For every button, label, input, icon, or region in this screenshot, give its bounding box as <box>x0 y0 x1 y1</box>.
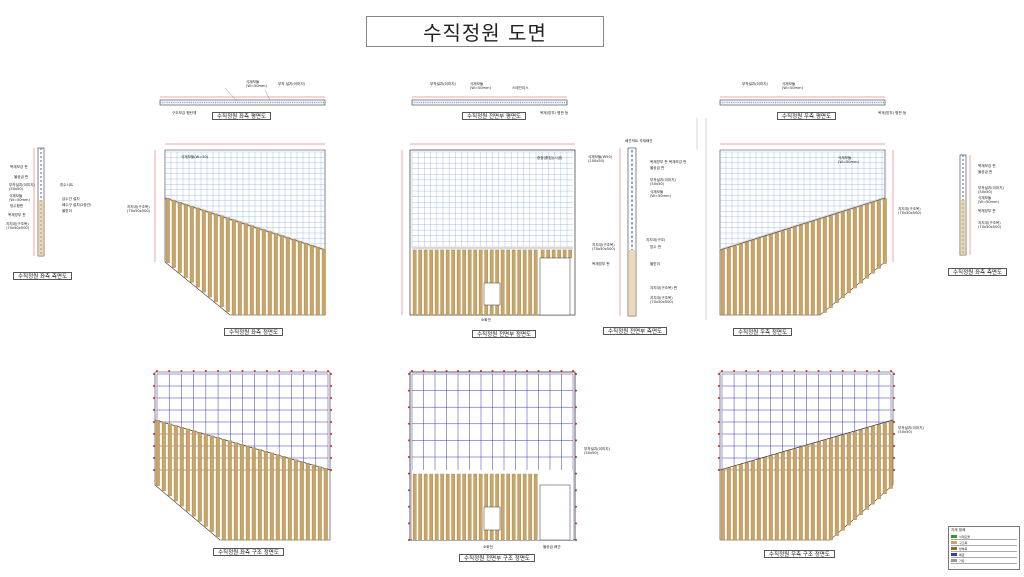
note-sec-l1: 목재보강 판 <box>10 165 28 169</box>
right-structure-view <box>718 370 895 541</box>
note-sec-l11: 물받이 <box>62 209 72 213</box>
note-tp-front-4: 목재(방부) 평판 등 <box>540 111 569 115</box>
note-tp-left-1: 식재모듈 (W=50mm) <box>246 80 267 89</box>
label-right-section: 수직정원 좌측 측면도 <box>948 268 1008 276</box>
note-tp-front-2: 식재모듈 (W=50mm) <box>470 82 491 91</box>
label-left-section: 수직정원 좌측 측면도 <box>13 272 73 280</box>
label-front-elev: 수직정원 전면부 정면도 <box>472 330 537 338</box>
note-sec-l7: 지지대(구조목) (70x50x500) <box>6 222 30 231</box>
right-elevation-view <box>719 143 894 316</box>
note-rs-5: 목재방부 판 <box>978 209 996 213</box>
label-right-elev: 수직정원 우측 정면도 <box>733 328 793 336</box>
note-le-2: 식재모듈(W=50) <box>181 155 209 159</box>
note-fst-bottom: 소화전 <box>483 545 493 549</box>
label-front-section: 수직정원 전면부 측면도 <box>603 327 668 335</box>
note-fs-top: 배관덕트 자재배관 <box>625 139 653 143</box>
note-fe-bottom: 소화전 <box>481 318 491 322</box>
note-rst-r1: 부착설치(이미지) (50x50) <box>898 426 924 435</box>
note-fs-8: 지지대(구조목) 판 <box>650 286 678 290</box>
legend-row-text: 기타 <box>959 558 965 563</box>
label-front-struct: 수직정원 전면부 구조 정면도 <box>459 554 535 562</box>
label-left-struct: 수직정원 좌측 구조 정면도 <box>213 548 284 556</box>
note-le-1: 지지대(구조목) (70x50x500) <box>127 205 151 214</box>
note-rs-2: 물공급 판 <box>978 170 993 174</box>
label-front-plan: 수직정원 전면부 평면도 <box>462 112 527 120</box>
note-sec-l5: 방수합판 <box>10 204 24 208</box>
note-fe-top: 중정(흙집)(시공) <box>537 156 563 160</box>
legend-row-text: 식재모듈 <box>959 534 971 539</box>
note-re-1: 식재모듈 (W=50mm) <box>838 156 859 165</box>
front-elevation-view <box>401 143 576 316</box>
note-tp-left-3: 구조보강 평탄재 <box>172 111 197 115</box>
note-fe-r1: 식재모듈(W50) (100x50) <box>588 155 613 164</box>
note-re-2: 지지대(구조목) (70x50x500) <box>898 207 922 216</box>
legend-row: 기타 <box>951 558 1017 564</box>
note-tp-front-1: 부착설치(이미지) <box>430 82 456 86</box>
note-sec-l8: 방수시트 <box>60 183 74 187</box>
right-section-view <box>959 154 971 256</box>
note-tp-right-2: 식재모듈 (W=50mm) <box>782 82 803 91</box>
legend-row: 방부목 <box>951 546 1017 552</box>
note-tp-right-3: 목재(방부) 평판 등 <box>878 111 907 115</box>
note-fst-r1: 부착설치(이미지) (50x50) <box>584 447 610 456</box>
legend-title: 자재 범례 <box>951 528 966 532</box>
front-section-view <box>619 147 637 317</box>
label-right-plan: 수직정원 우측 평면도 <box>777 112 837 120</box>
label-left-plan: 수직정원 좌측 평면도 <box>212 112 272 120</box>
note-fst-r2: 물공급 배관 <box>543 545 561 549</box>
note-tp-front-3: 스테인리스 <box>512 86 529 90</box>
note-sec-l10: 배수구 설치(2중관) <box>62 203 92 207</box>
front-plan-view <box>411 96 568 106</box>
left-plan-view <box>159 87 326 106</box>
drawing-title: 수직정원 도면 <box>366 16 604 47</box>
note-fs-1: 목재방부 판 목재보강 판 <box>650 160 687 164</box>
note-sec-l2: 물공급 판 <box>14 175 29 179</box>
label-left-elev: 수직정원 좌측 정면도 <box>224 328 284 336</box>
note-sec-l6: 목재방부 판 <box>8 213 26 217</box>
note-fs-2: 물공급 판 <box>650 166 665 170</box>
note-fe-r3: 목재방부 판 <box>592 262 610 266</box>
note-sec-l4: 식재모듈 (W=50mm) <box>9 194 30 203</box>
note-fs-3: 부착설치(이미지) (50x50) <box>650 178 676 187</box>
front-structure-view <box>408 370 577 541</box>
note-rs-1: 목재보강 판 <box>978 164 996 168</box>
note-sec-l9: 급수관 설치 <box>62 197 80 201</box>
material-legend: 자재 범례 식재모듈 구조목 방부목 배관 기타 <box>948 526 1020 570</box>
note-rs-4: 식재모듈 (W=50mm) <box>978 196 999 205</box>
legend-row: 식재모듈 <box>951 534 1017 540</box>
label-right-struct: 수직정원 우측 구조 정면도 <box>764 550 835 558</box>
legend-row: 배관 <box>951 552 1017 558</box>
note-rs-6: 지지대(구조목) (70x50x500) <box>978 221 1002 230</box>
note-rs-3: 부착설치(이미지) (50x50) <box>978 186 1004 195</box>
note-fs-5: 지지대(구조) <box>646 238 666 242</box>
note-fs-4: 식재모듈 (W=50mm) <box>650 190 671 199</box>
note-fs-6: 방수 판 <box>650 245 662 249</box>
legend-row-text: 방부목 <box>959 546 968 551</box>
legend-row-text: 배관 <box>959 552 965 557</box>
note-tp-right-1: 부착설치(이미지) <box>742 82 768 86</box>
legend-row: 구조목 <box>951 540 1017 546</box>
left-structure-view <box>153 370 332 541</box>
note-fs-9: 지지대(구조목) (70x50x500) <box>650 296 674 305</box>
note-sec-l3: 부착설치(이미지) (50x50) <box>9 183 35 192</box>
legend-row-text: 구조목 <box>959 540 968 545</box>
right-plan-view <box>719 96 886 106</box>
note-tp-left-2: 부착 설치(이미지) <box>278 82 306 86</box>
left-elevation-view <box>154 143 326 316</box>
note-fe-r2: 지지대(구조목) (70x50x500) <box>592 243 616 252</box>
left-section-view <box>33 147 45 257</box>
note-fs-7: 물받이 <box>650 262 660 266</box>
